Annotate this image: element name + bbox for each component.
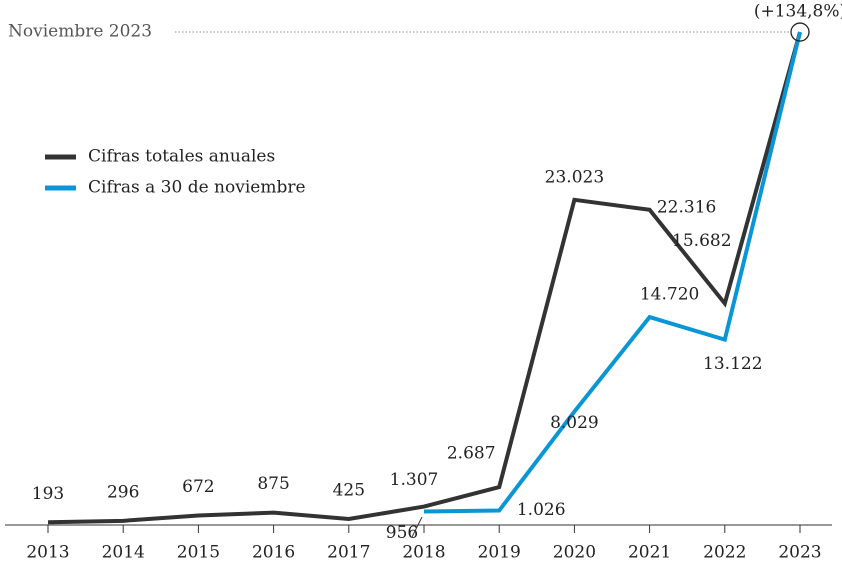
value-label: 15.682 [672, 231, 731, 251]
value-label: 13.122 [703, 354, 762, 374]
value-label: 23.023 [545, 167, 604, 187]
leader-line [411, 516, 423, 538]
value-label: 875 [257, 474, 289, 494]
highlight-circle [790, 22, 810, 42]
x-tick-label: 2020 [553, 543, 596, 563]
value-label: 14.720 [640, 285, 699, 305]
legend-label: Cifras totales anuales [88, 147, 275, 167]
annotation: (+134,8%) [754, 2, 842, 22]
x-tick-label: 2022 [703, 543, 746, 563]
value-label: 8.029 [550, 413, 599, 433]
x-tick-label: 2013 [26, 543, 69, 563]
x-tick-label: 2015 [177, 543, 220, 563]
x-tick-label: 2021 [628, 543, 671, 563]
annotation: Noviembre 2023 [8, 22, 152, 42]
x-tick-label: 2016 [252, 543, 295, 563]
value-label: 296 [107, 482, 139, 502]
value-label: 193 [32, 484, 64, 504]
x-tick-label: 2018 [402, 543, 445, 563]
value-label: 956 [386, 523, 418, 543]
x-tick-label: 2023 [778, 543, 821, 563]
value-label: 1.307 [390, 470, 439, 490]
value-label: 2.687 [447, 444, 496, 464]
legend-label: Cifras a 30 de noviembre [88, 178, 306, 198]
value-label: 672 [182, 477, 214, 497]
x-tick-label: 2017 [327, 543, 370, 563]
x-tick-label: 2014 [102, 543, 145, 563]
value-label: 22.316 [657, 197, 716, 217]
x-tick-label: 2019 [478, 543, 521, 563]
series-line [47, 31, 802, 525]
value-label: 425 [333, 480, 365, 500]
value-label: 1.026 [517, 500, 566, 520]
series-line [423, 31, 802, 514]
